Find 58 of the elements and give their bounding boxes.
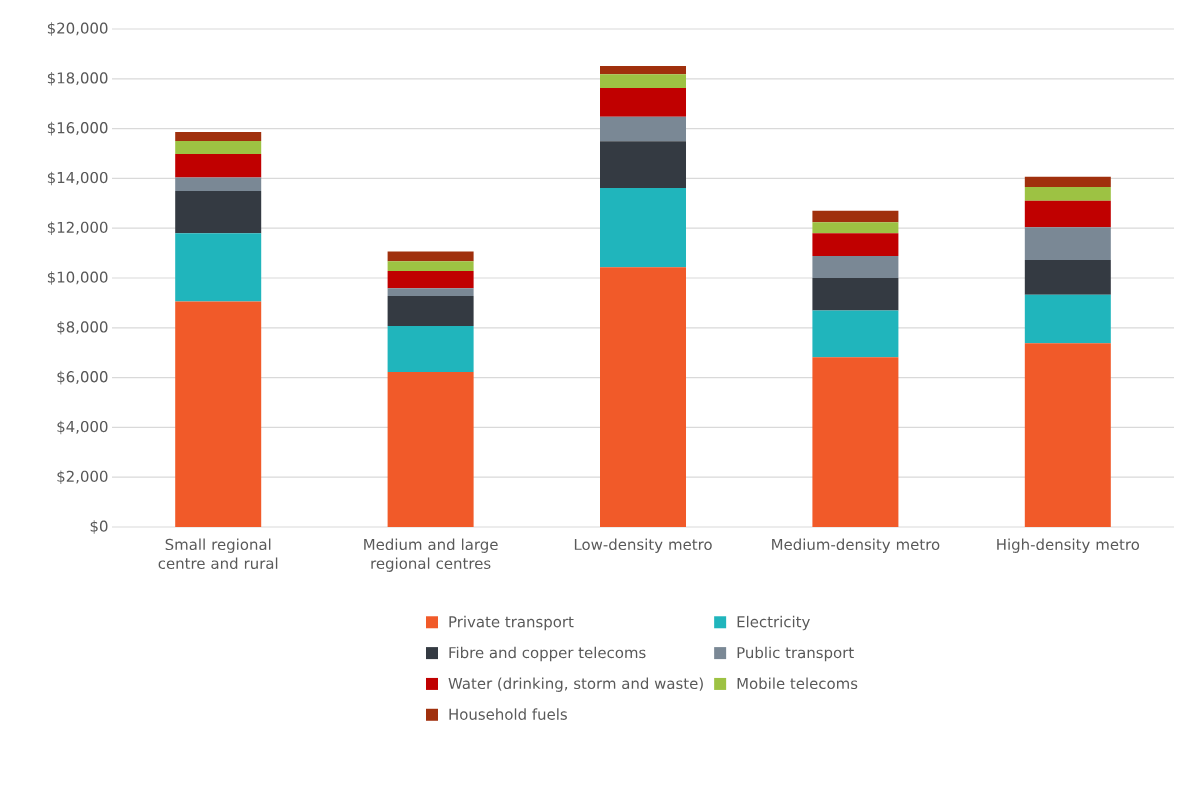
bar (175, 132, 262, 142)
bar (600, 66, 686, 75)
bar (1024, 227, 1111, 261)
bar (387, 372, 474, 527)
bar (175, 177, 262, 192)
bar (1024, 176, 1111, 188)
x-tick-label: High-density metro (997, 538, 1140, 553)
y-tick-label: $12,000 (47, 221, 108, 235)
y-tick-label: $0 (90, 520, 108, 534)
bar (387, 288, 474, 296)
bar (1024, 200, 1111, 228)
y-tick-label: $14,000 (47, 171, 108, 186)
bar (175, 141, 262, 154)
bar (600, 188, 686, 268)
bar (812, 310, 899, 358)
bar (387, 295, 474, 327)
x-tick-label: Low-density metro (574, 538, 712, 553)
bar (600, 141, 686, 189)
bar (600, 88, 686, 117)
bar (1024, 187, 1111, 201)
bar (175, 233, 262, 302)
bar (600, 116, 686, 142)
bar (1024, 260, 1111, 295)
bar (812, 357, 899, 527)
bar (812, 222, 899, 234)
legend-label: Water (drinking, storm and waste) (448, 677, 703, 692)
y-tick-label: $4,000 (57, 420, 108, 435)
y-tick-label: $16,000 (47, 121, 108, 136)
bar (175, 191, 262, 234)
bar (812, 233, 899, 257)
bar (812, 210, 899, 223)
legend-label: Public transport (737, 646, 854, 662)
x-tick-label: Medium and large regional centres (364, 538, 498, 572)
bar (1024, 343, 1111, 527)
legend-label: Fibre and copper telecoms (449, 646, 646, 662)
bar (812, 278, 899, 311)
y-tick-label: $8,000 (57, 321, 108, 335)
legend-label: Electricity (737, 615, 810, 631)
bar (175, 153, 262, 178)
bar (387, 271, 474, 289)
bar (387, 326, 474, 373)
bar (812, 256, 899, 278)
legend-label: Private transport (449, 615, 574, 631)
y-tick-label: $18,000 (47, 72, 108, 86)
legend-label: Mobile telecoms (737, 677, 858, 690)
y-tick-label: $10,000 (47, 271, 108, 285)
legend-label: Household fuels (449, 708, 567, 720)
bar (1024, 294, 1111, 344)
bar (600, 74, 686, 89)
y-tick-label: $2,000 (57, 470, 108, 484)
x-tick-label: Small regional centre and rural (158, 538, 278, 570)
bar (387, 251, 474, 262)
y-tick-label: $6,000 (57, 370, 108, 385)
bar (175, 301, 262, 527)
bar (387, 261, 474, 272)
bar (600, 267, 686, 527)
y-tick-label: $20,000 (47, 22, 108, 36)
x-tick-label: Medium-density metro (772, 538, 940, 553)
